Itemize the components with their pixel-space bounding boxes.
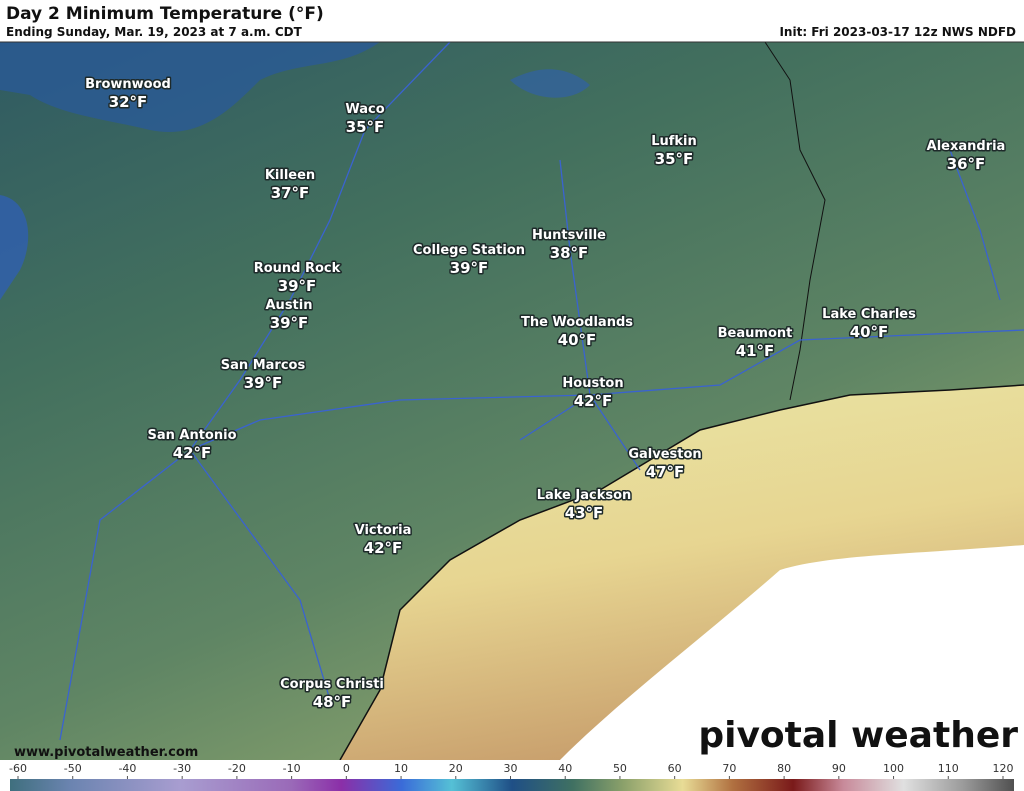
city-temp: 37°F bbox=[271, 184, 310, 202]
colorbar-label: 120 bbox=[993, 762, 1014, 775]
city-temp: 42°F bbox=[574, 392, 613, 410]
city-temp: 48°F bbox=[313, 693, 352, 711]
city-name: The Woodlands bbox=[521, 315, 633, 330]
colorbar-label: -40 bbox=[118, 762, 136, 775]
city-temp: 43°F bbox=[565, 504, 604, 522]
colorbar-label: 110 bbox=[938, 762, 959, 775]
colorbar-label: 70 bbox=[722, 762, 736, 775]
roads bbox=[59, 41, 1024, 741]
logo: pivotal weather bbox=[698, 715, 1018, 756]
city-temp: 40°F bbox=[558, 331, 597, 349]
city-name: Lake Jackson bbox=[537, 488, 632, 503]
city-name: Waco bbox=[345, 102, 384, 117]
city-temp: 40°F bbox=[850, 323, 889, 341]
colorbar-label: 0 bbox=[343, 762, 350, 775]
city-temp: 41°F bbox=[736, 342, 775, 360]
city-temp: 47°F bbox=[646, 463, 685, 481]
city-name: Corpus Christi bbox=[280, 677, 384, 692]
colorbar-label: -60 bbox=[9, 762, 27, 775]
city-temp: 38°F bbox=[550, 244, 589, 262]
cold-area bbox=[0, 42, 380, 132]
city-temp: 35°F bbox=[655, 150, 694, 168]
colorbar-label: -20 bbox=[228, 762, 246, 775]
city-name: Austin bbox=[266, 298, 313, 313]
colorbar-label: -10 bbox=[283, 762, 301, 775]
city-temp: 36°F bbox=[947, 155, 986, 173]
city-name: Galveston bbox=[628, 447, 701, 462]
city-temp: 39°F bbox=[244, 374, 283, 392]
city-name: Lake Charles bbox=[822, 307, 916, 322]
city-temp: 39°F bbox=[278, 277, 317, 295]
title: Day 2 Minimum Temperature (°F) bbox=[6, 4, 324, 24]
city-temp: 42°F bbox=[173, 444, 212, 462]
city-name: Lufkin bbox=[651, 134, 697, 149]
city-name: Huntsville bbox=[532, 228, 606, 243]
city-name: College Station bbox=[413, 243, 525, 258]
init-time: Init: Fri 2023-03-17 12z NWS NDFD bbox=[779, 25, 1016, 39]
colorbar-label: 30 bbox=[504, 762, 518, 775]
website: www.pivotalweather.com bbox=[14, 745, 198, 760]
city-name: Houston bbox=[562, 376, 623, 391]
subtitle: Ending Sunday, Mar. 19, 2023 at 7 a.m. C… bbox=[6, 25, 303, 39]
city-name: Round Rock bbox=[254, 261, 341, 276]
state-border bbox=[764, 41, 826, 401]
colorbar-label: 50 bbox=[613, 762, 627, 775]
colorbar-label: 100 bbox=[883, 762, 904, 775]
colorbar-label: 90 bbox=[832, 762, 846, 775]
city-name: Brownwood bbox=[85, 77, 171, 92]
colorbar bbox=[10, 779, 1014, 791]
city-temp: 39°F bbox=[270, 314, 309, 332]
colorbar-label: 80 bbox=[777, 762, 791, 775]
city-temp: 42°F bbox=[364, 539, 403, 557]
colorbar-label: 60 bbox=[668, 762, 682, 775]
cold-area bbox=[0, 195, 29, 300]
city-temp: 32°F bbox=[109, 93, 148, 111]
city-name: Killeen bbox=[265, 168, 315, 183]
colorbar-label: -30 bbox=[173, 762, 191, 775]
city-name: San Antonio bbox=[147, 428, 236, 443]
coastline bbox=[339, 384, 1024, 761]
city-name: Victoria bbox=[355, 523, 412, 538]
colorbar-label: 10 bbox=[394, 762, 408, 775]
city-name: San Marcos bbox=[221, 358, 306, 373]
colorbar-label: -50 bbox=[64, 762, 82, 775]
city-name: Beaumont bbox=[718, 326, 793, 341]
city-name: Alexandria bbox=[927, 139, 1006, 154]
cold-area bbox=[510, 69, 590, 98]
city-temp: 39°F bbox=[450, 259, 489, 277]
city-temp: 35°F bbox=[346, 118, 385, 136]
colorbar-label: 40 bbox=[558, 762, 572, 775]
no-data-area bbox=[560, 545, 1024, 760]
colorbar-label: 20 bbox=[449, 762, 463, 775]
